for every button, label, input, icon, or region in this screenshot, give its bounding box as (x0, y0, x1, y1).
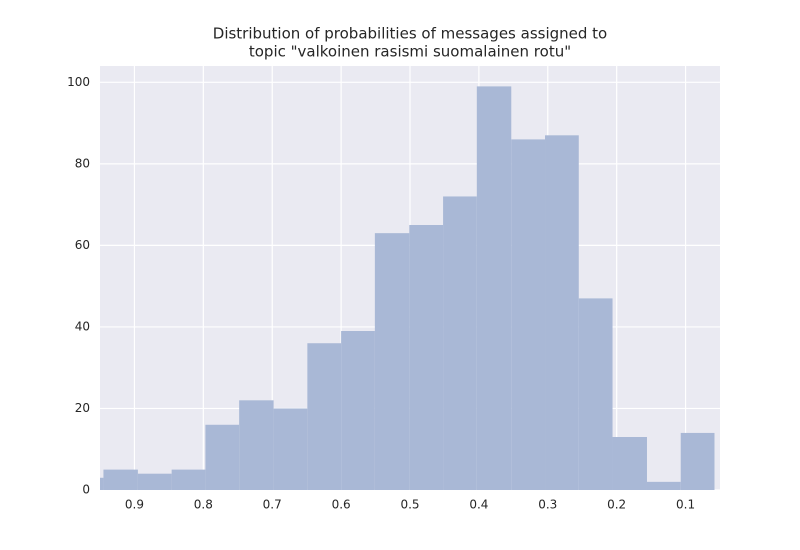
y-tick-label: 80 (75, 156, 90, 170)
bar (476, 86, 512, 490)
y-tick-label: 100 (67, 75, 90, 89)
bar (307, 343, 342, 490)
bar (612, 437, 647, 490)
bar (171, 469, 206, 490)
bar (239, 400, 274, 490)
y-tick-label: 20 (75, 401, 90, 415)
y-tick-label: 40 (75, 319, 90, 333)
x-tick-label: 0.5 (400, 498, 419, 512)
bar (646, 481, 681, 490)
x-tick-label: 0.1 (676, 498, 695, 512)
x-tick-label: 0.2 (607, 498, 626, 512)
chart-title: Distribution of probabilities of message… (213, 25, 607, 43)
chart-title: topic "valkoinen rasismi suomalainen rot… (249, 43, 571, 61)
x-tick-label: 0.3 (538, 498, 557, 512)
bar (205, 424, 240, 490)
y-tick-label: 60 (75, 238, 90, 252)
x-tick-label: 0.9 (125, 498, 144, 512)
x-tick-label: 0.8 (194, 498, 213, 512)
bar (103, 469, 138, 490)
bars (100, 86, 715, 490)
bar (409, 225, 444, 490)
bar (100, 477, 104, 490)
bar (511, 139, 546, 490)
bar (680, 432, 715, 490)
y-tick-label: 0 (82, 483, 90, 497)
bar (578, 298, 613, 490)
x-tick-label: 0.4 (469, 498, 488, 512)
bar (374, 233, 410, 490)
bar (545, 135, 579, 490)
x-tick-label: 0.7 (263, 498, 282, 512)
bar (443, 196, 477, 490)
bar (273, 408, 308, 490)
x-tick-label: 0.6 (332, 498, 351, 512)
bar (341, 331, 375, 490)
bar (137, 473, 172, 490)
